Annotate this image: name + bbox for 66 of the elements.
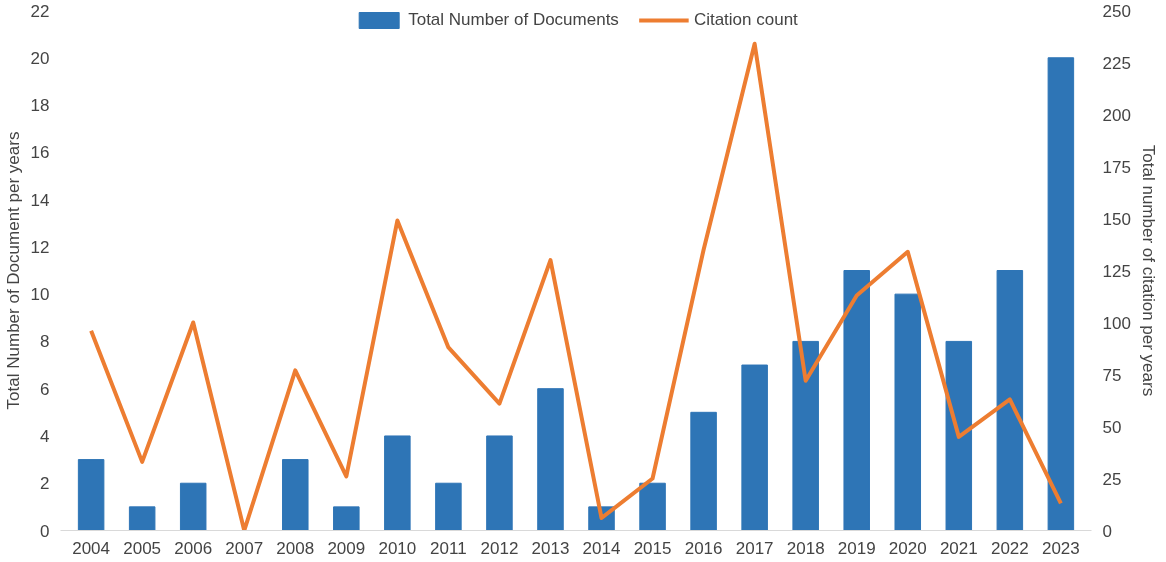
y-tick-label: 18 (30, 96, 50, 116)
y2-axis-title: Total number of citation per years (1138, 144, 1158, 397)
x-tick-label: 2011 (430, 538, 467, 558)
x-tick-label: 2004 (72, 538, 111, 558)
bar (333, 506, 360, 531)
bar (792, 340, 819, 531)
x-tick-label: 2021 (939, 538, 978, 558)
x-tick-label: 2023 (1041, 538, 1080, 558)
y2-tick-label: 200 (1102, 105, 1131, 125)
bar (1047, 57, 1075, 531)
y-tick-label: 14 (30, 190, 50, 210)
y-tick-label: 4 (40, 426, 50, 446)
y-tick-label: 22 (30, 1, 50, 21)
bar (894, 293, 922, 531)
y2-tick-label: 75 (1102, 365, 1122, 385)
x-tick-label: 2020 (888, 538, 927, 558)
bar (639, 482, 666, 531)
bar (179, 482, 207, 531)
bar (282, 459, 309, 531)
bar (945, 340, 973, 531)
y-tick-label: 2 (40, 474, 50, 494)
y2-tick-label: 125 (1102, 261, 1131, 281)
bar (384, 435, 411, 531)
y-tick-label: 16 (30, 143, 50, 163)
y-tick-label: 8 (40, 332, 50, 352)
y-tick-label: 0 (40, 521, 50, 541)
x-tick-label: 2010 (378, 538, 417, 558)
y-axis-title: Total Number of Document per years (3, 131, 23, 410)
x-tick-label: 2005 (123, 538, 162, 558)
y2-tick-label: 225 (1102, 53, 1131, 73)
bar (128, 506, 156, 531)
x-tick-label: 2007 (225, 538, 264, 558)
x-tick-label: 2013 (531, 538, 570, 558)
x-tick-label: 2015 (633, 538, 672, 558)
y-tick-label: 12 (30, 237, 50, 257)
x-tick-label: 2016 (684, 538, 723, 558)
x-tick-label: 2017 (735, 538, 774, 558)
y2-tick-label: 100 (1102, 313, 1131, 333)
x-tick-label: 2019 (837, 538, 876, 558)
x-tick-label: 2022 (990, 538, 1029, 558)
bar (77, 459, 105, 531)
line-series (89, 41, 1063, 531)
bar (843, 270, 870, 531)
y-tick-label: 10 (30, 285, 50, 305)
legend-label: Citation count (693, 10, 798, 30)
y2-tick-label: 250 (1102, 1, 1131, 21)
bar (435, 482, 462, 531)
x-tick-label: 2012 (480, 538, 519, 558)
bar (537, 388, 564, 531)
bar (690, 411, 717, 531)
bar (996, 270, 1024, 531)
y2-tick-label: 150 (1102, 209, 1131, 229)
y-tick-label: 20 (30, 48, 50, 68)
x-tick-label: 2008 (276, 538, 315, 558)
bar (741, 364, 768, 531)
y2-tick-label: 0 (1102, 521, 1112, 541)
bar (486, 435, 513, 531)
y2-tick-label: 175 (1102, 157, 1131, 177)
x-tick-label: 2009 (327, 538, 366, 558)
y2-tick-label: 25 (1102, 469, 1122, 489)
x-tick-label: 2014 (582, 538, 621, 558)
y-tick-label: 6 (40, 379, 50, 399)
y2-tick-label: 50 (1102, 417, 1122, 437)
legend-label: Total Number of Documents (408, 10, 619, 30)
x-tick-label: 2018 (786, 538, 825, 558)
x-tick-label: 2006 (174, 538, 213, 558)
